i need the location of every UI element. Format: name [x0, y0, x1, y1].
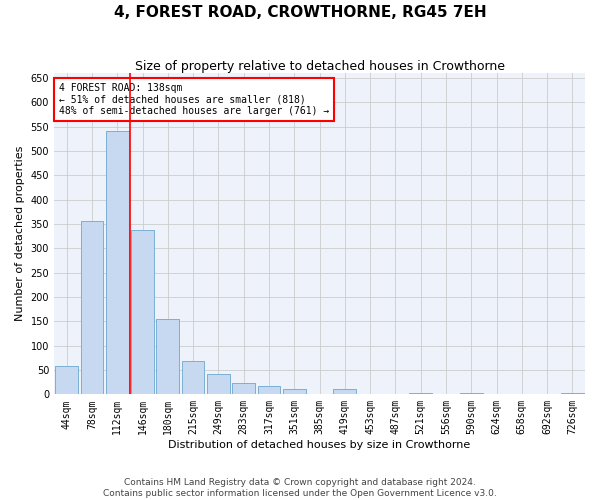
Bar [182, 361, 205, 394]
Bar [232, 383, 255, 394]
Bar [80, 222, 103, 394]
Bar [283, 390, 305, 394]
Bar [106, 132, 128, 394]
Title: Size of property relative to detached houses in Crowthorne: Size of property relative to detached ho… [134, 60, 505, 73]
Text: Contains HM Land Registry data © Crown copyright and database right 2024.
Contai: Contains HM Land Registry data © Crown c… [103, 478, 497, 498]
Bar [409, 393, 432, 394]
Bar [131, 230, 154, 394]
Bar [55, 366, 78, 394]
Bar [334, 390, 356, 394]
Bar [207, 374, 230, 394]
Y-axis label: Number of detached properties: Number of detached properties [15, 146, 25, 322]
Bar [460, 393, 482, 394]
X-axis label: Distribution of detached houses by size in Crowthorne: Distribution of detached houses by size … [169, 440, 470, 450]
Text: 4 FOREST ROAD: 138sqm
← 51% of detached houses are smaller (818)
48% of semi-det: 4 FOREST ROAD: 138sqm ← 51% of detached … [59, 82, 329, 116]
Bar [561, 393, 584, 394]
Bar [257, 386, 280, 394]
Text: 4, FOREST ROAD, CROWTHORNE, RG45 7EH: 4, FOREST ROAD, CROWTHORNE, RG45 7EH [113, 5, 487, 20]
Bar [157, 319, 179, 394]
